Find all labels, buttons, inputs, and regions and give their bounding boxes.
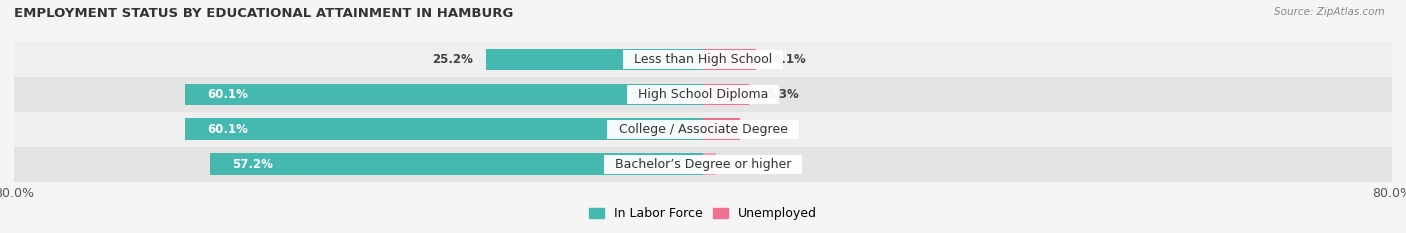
Bar (186, 84, 703, 105)
Bar (14, 42, 1392, 77)
Bar (14, 112, 1392, 147)
Text: 0.0%: 0.0% (720, 158, 752, 171)
Text: 4.3%: 4.3% (758, 123, 790, 136)
Text: 60.1%: 60.1% (207, 88, 247, 101)
Bar (14, 77, 1392, 112)
Text: Less than High School: Less than High School (626, 53, 780, 66)
Bar (703, 154, 716, 175)
Text: 25.2%: 25.2% (432, 53, 472, 66)
Legend: In Labor Force, Unemployed: In Labor Force, Unemployed (589, 207, 817, 220)
Bar (486, 49, 703, 70)
Text: 57.2%: 57.2% (232, 158, 273, 171)
Text: High School Diploma: High School Diploma (630, 88, 776, 101)
Bar (14, 147, 1392, 182)
Bar (703, 84, 748, 105)
Bar (14, 147, 1392, 182)
Text: 60.1%: 60.1% (207, 123, 247, 136)
Text: College / Associate Degree: College / Associate Degree (610, 123, 796, 136)
Bar (703, 49, 755, 70)
Text: Bachelor’s Degree or higher: Bachelor’s Degree or higher (607, 158, 799, 171)
Bar (14, 112, 1392, 147)
Bar (211, 154, 703, 175)
Text: 5.3%: 5.3% (766, 88, 799, 101)
Bar (186, 118, 703, 140)
Text: EMPLOYMENT STATUS BY EDUCATIONAL ATTAINMENT IN HAMBURG: EMPLOYMENT STATUS BY EDUCATIONAL ATTAINM… (14, 7, 513, 20)
Text: 6.1%: 6.1% (773, 53, 806, 66)
Text: Source: ZipAtlas.com: Source: ZipAtlas.com (1274, 7, 1385, 17)
Bar (703, 118, 740, 140)
Bar (14, 77, 1392, 112)
Bar (14, 42, 1392, 77)
